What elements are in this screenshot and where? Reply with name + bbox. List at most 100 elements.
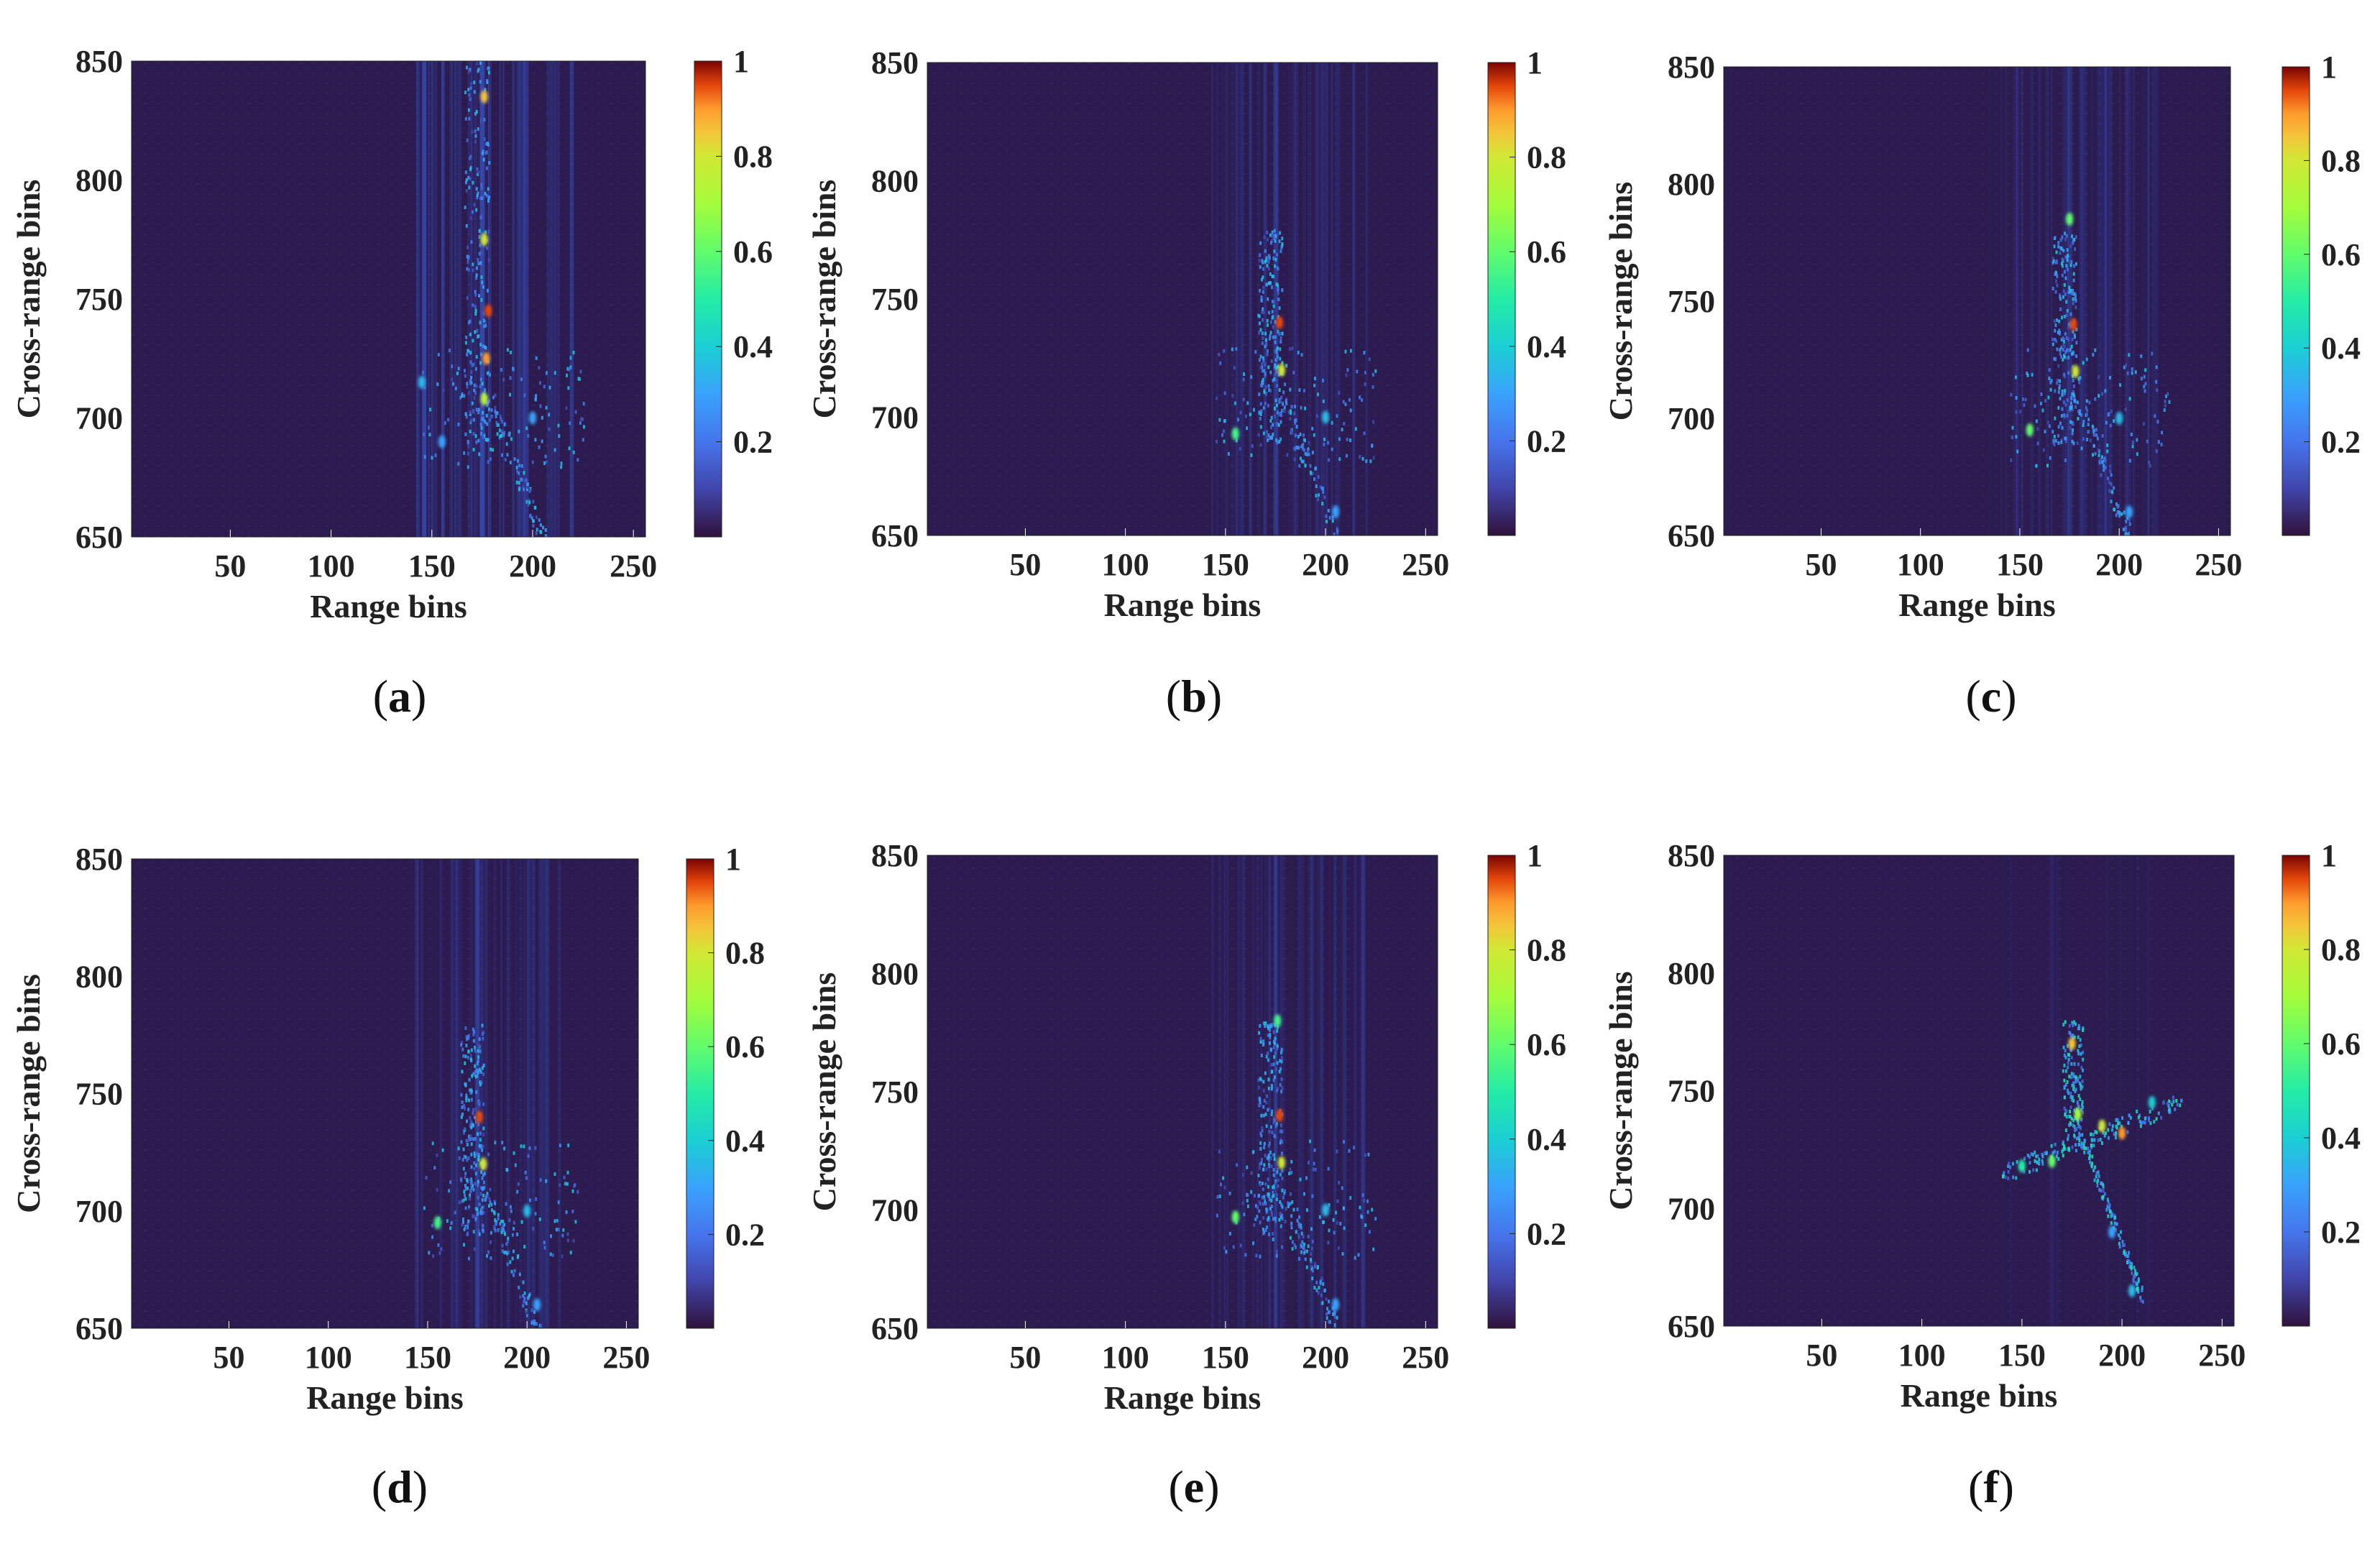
speckle: [475, 110, 478, 114]
speckle: [1259, 328, 1262, 332]
streak: [1226, 855, 1229, 1328]
speckle: [476, 1213, 479, 1217]
x-axis-label: Range bins: [1901, 1377, 2058, 1414]
speckle: [483, 434, 486, 438]
speckle: [477, 1155, 480, 1159]
speckle: [511, 1256, 514, 1261]
speckle: [1278, 306, 1281, 310]
speckle: [2080, 1043, 2082, 1047]
speckle: [475, 440, 478, 444]
speckle: [474, 1163, 477, 1167]
speckle: [1300, 1243, 1302, 1248]
speckle: [1273, 234, 1276, 239]
speckle: [2100, 460, 2103, 464]
speckle: [2070, 351, 2073, 356]
streak: [2125, 67, 2129, 535]
speckle: [525, 1176, 528, 1180]
speckle: [2099, 1137, 2102, 1141]
speckle: [1279, 339, 1282, 344]
speckle: [471, 1074, 474, 1078]
speckle: [2008, 1165, 2011, 1169]
speckle: [559, 1183, 561, 1187]
speckle: [1281, 408, 1284, 413]
speckle: [1313, 1264, 1316, 1269]
speckle: [2096, 1179, 2099, 1184]
speckle: [2126, 1254, 2129, 1259]
speckle: [465, 1096, 468, 1100]
speckle: [2072, 301, 2075, 305]
speckle: [469, 1193, 472, 1197]
streak: [422, 61, 427, 537]
speckle: [1364, 1223, 1367, 1228]
speckle: [481, 280, 484, 285]
hotspot: [523, 1204, 531, 1218]
speckle: [436, 382, 439, 387]
x-tick-label: 50: [1805, 547, 1837, 582]
streak: [450, 859, 454, 1328]
speckle: [466, 1096, 469, 1100]
speckle: [478, 1153, 481, 1157]
speckle: [2024, 397, 2027, 402]
streak: [421, 61, 425, 537]
speckle: [469, 165, 472, 170]
speckle: [470, 370, 473, 374]
hotspot: [1277, 363, 1285, 377]
streak: [557, 859, 561, 1328]
speckle: [464, 1155, 467, 1159]
colorbar-tick-label: 0.6: [733, 234, 773, 270]
speckle: [479, 423, 482, 427]
speckle: [1273, 1153, 1276, 1157]
speckle: [515, 465, 518, 469]
speckle: [1302, 446, 1305, 451]
speckle: [1216, 1195, 1219, 1199]
speckle: [2122, 528, 2125, 532]
speckle: [2071, 1021, 2074, 1025]
speckle: [470, 376, 473, 380]
speckle: [539, 1178, 542, 1182]
speckle: [2064, 1108, 2067, 1113]
streak: [1294, 63, 1299, 535]
speckle: [472, 1111, 474, 1116]
speckle: [1259, 1098, 1262, 1102]
speckle: [519, 1294, 522, 1299]
speckle: [1294, 420, 1297, 425]
speckle: [2115, 502, 2118, 506]
speckle: [2075, 262, 2077, 266]
speckle: [482, 1223, 484, 1228]
speckle: [481, 196, 484, 201]
speckle: [477, 1100, 479, 1105]
speckle: [477, 1183, 479, 1187]
colorbar-tick-label: 0.8: [1527, 933, 1566, 968]
speckle: [2061, 235, 2064, 239]
speckle: [474, 1207, 477, 1211]
speckle: [2034, 404, 2036, 408]
speckle: [1287, 1204, 1290, 1208]
speckle: [2070, 1072, 2073, 1076]
speckle: [2155, 1117, 2158, 1121]
speckle: [1264, 1182, 1267, 1186]
speckle: [2061, 264, 2064, 268]
panel-caption: (c): [1965, 671, 2016, 722]
speckle: [1272, 325, 1274, 329]
speckle: [1289, 1236, 1292, 1240]
speckle: [1274, 234, 1277, 239]
speckle: [1258, 1103, 1261, 1108]
speckle: [466, 267, 469, 271]
speckle: [472, 1123, 474, 1128]
speckle: [2080, 1065, 2083, 1070]
speckle: [490, 1256, 492, 1260]
speckle: [1276, 1170, 1279, 1174]
speckle: [2053, 236, 2056, 241]
speckle: [462, 1198, 465, 1202]
speckle: [2103, 1133, 2106, 1138]
speckle: [460, 1115, 463, 1119]
speckle: [2045, 1151, 2048, 1156]
speckle: [527, 1154, 530, 1158]
heatmap-background: [132, 859, 638, 1328]
speckle: [2117, 510, 2120, 514]
speckle: [1277, 329, 1279, 334]
speckle: [1257, 313, 1260, 318]
speckle: [2011, 1162, 2014, 1166]
speckle: [485, 193, 488, 198]
speckle: [2023, 402, 2026, 407]
